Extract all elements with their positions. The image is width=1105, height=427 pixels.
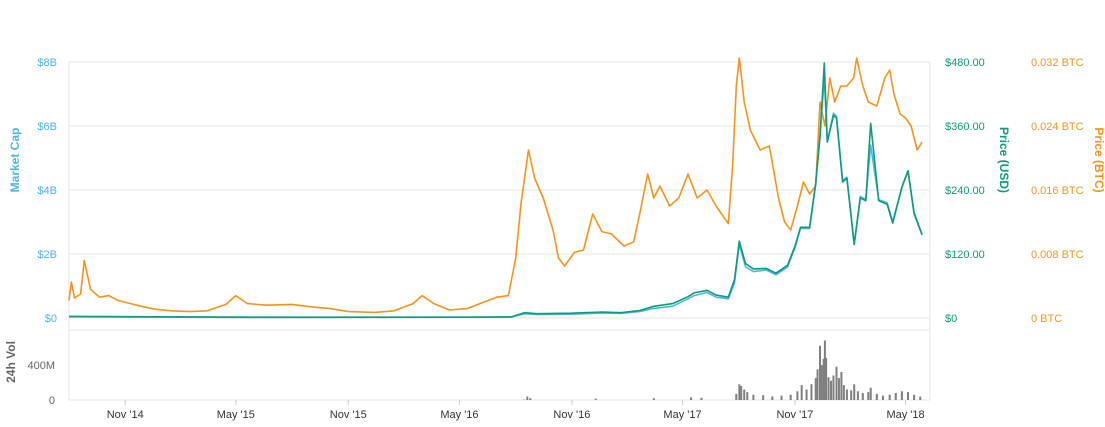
volume-bar bbox=[652, 398, 655, 400]
volume-bar bbox=[796, 391, 799, 400]
x-tick-label: May '16 bbox=[440, 409, 478, 421]
price-usd-tick-label: $240.00 bbox=[945, 185, 985, 197]
volume-bar bbox=[819, 345, 822, 400]
volume-bar bbox=[919, 396, 922, 400]
volume-bar bbox=[526, 396, 529, 400]
volume-bar bbox=[881, 395, 884, 400]
grid bbox=[68, 61, 931, 401]
volume-bar bbox=[740, 386, 743, 400]
market-cap-tick-label: $6B bbox=[37, 121, 57, 133]
volume-bar bbox=[888, 394, 891, 400]
volume-bar bbox=[875, 393, 878, 400]
volume-bar bbox=[800, 385, 803, 400]
volume-bar bbox=[837, 378, 840, 400]
volume-bar bbox=[816, 369, 819, 400]
volume-bar bbox=[752, 394, 755, 400]
price-btc-tick-label: 0.008 BTC bbox=[1031, 249, 1084, 261]
x-tick-label: May '15 bbox=[217, 409, 255, 421]
volume-bar bbox=[825, 358, 828, 400]
volume-bar bbox=[810, 384, 813, 400]
volume-bar bbox=[835, 366, 838, 400]
volume-bar bbox=[789, 394, 792, 400]
axis-ticks: $0 $2B $4B $6B $8B $0 $120.00 $240.00 $360.00 $48… bbox=[27, 57, 1083, 421]
price-btc-tick-label: 0.032 BTC bbox=[1031, 57, 1084, 69]
x-tick-label: Nov '15 bbox=[330, 409, 367, 421]
volume-bar bbox=[832, 375, 835, 400]
volume-bar bbox=[913, 394, 916, 400]
volume-bar bbox=[840, 372, 843, 400]
price-usd-tick-label: $480.00 bbox=[945, 57, 985, 69]
x-tick-label: Nov '16 bbox=[553, 409, 590, 421]
price-usd-tick-label: $0 bbox=[945, 313, 957, 325]
market-cap-line bbox=[68, 77, 923, 319]
volume-bar bbox=[746, 392, 749, 400]
volume-bar bbox=[735, 393, 738, 400]
volume-bar bbox=[529, 398, 532, 400]
market-cap-tick-label: $0 bbox=[45, 313, 57, 325]
volume-bar bbox=[830, 380, 833, 400]
market-cap-tick-label: $8B bbox=[37, 57, 57, 69]
volume-bars bbox=[523, 340, 922, 400]
x-tick-label: May '17 bbox=[663, 409, 701, 421]
market-cap-axis-title: Market Cap bbox=[8, 128, 22, 193]
price-btc-axis-title: Price (BTC) bbox=[1092, 127, 1105, 192]
x-tick-label: Nov '14 bbox=[107, 409, 144, 421]
volume-bar bbox=[869, 387, 872, 400]
volume-bar bbox=[842, 385, 845, 400]
volume-bar bbox=[700, 397, 703, 400]
volume-bar bbox=[907, 392, 910, 400]
volume-bar bbox=[850, 390, 853, 400]
volume-bar bbox=[856, 391, 859, 400]
price-btc-tick-label: 0.024 BTC bbox=[1031, 121, 1084, 133]
volume-bar bbox=[738, 384, 741, 400]
volume-bar bbox=[780, 395, 783, 400]
price-btc-line bbox=[68, 57, 923, 314]
volume-bar bbox=[805, 389, 808, 400]
series-lines bbox=[68, 57, 923, 319]
volume-tick-label: 0 bbox=[49, 395, 55, 407]
price-usd-line bbox=[68, 62, 923, 318]
market-cap-tick-label: $4B bbox=[37, 185, 57, 197]
volume-bar bbox=[867, 392, 870, 400]
price-btc-tick-label: 0 BTC bbox=[1031, 313, 1062, 325]
volume-tick-label: 400M bbox=[27, 360, 55, 372]
volume-bar bbox=[827, 377, 830, 400]
price-usd-tick-label: $120.00 bbox=[945, 249, 985, 261]
volume-bar bbox=[823, 340, 826, 400]
price-usd-axis-title: Price (USD) bbox=[997, 127, 1011, 193]
volume-bar bbox=[861, 393, 864, 400]
volume-bar bbox=[853, 384, 856, 400]
volume-bar bbox=[743, 389, 746, 400]
market-cap-tick-label: $2B bbox=[37, 249, 57, 261]
volume-axis-title: 24h Vol bbox=[4, 341, 18, 383]
volume-bar bbox=[900, 391, 903, 400]
volume-bar bbox=[814, 378, 817, 400]
volume-bar bbox=[594, 398, 597, 400]
price-usd-tick-label: $360.00 bbox=[945, 121, 985, 133]
x-tick-label: May '18 bbox=[886, 409, 924, 421]
volume-bar bbox=[690, 397, 693, 400]
volume-bar bbox=[894, 393, 897, 400]
volume-bar bbox=[762, 395, 765, 400]
volume-bar bbox=[845, 389, 848, 400]
price-btc-tick-label: 0.016 BTC bbox=[1031, 185, 1084, 197]
volume-bar bbox=[771, 396, 774, 400]
volume-bar bbox=[822, 358, 825, 400]
x-tick-label: Nov '17 bbox=[776, 409, 813, 421]
volume-bar bbox=[820, 365, 823, 400]
